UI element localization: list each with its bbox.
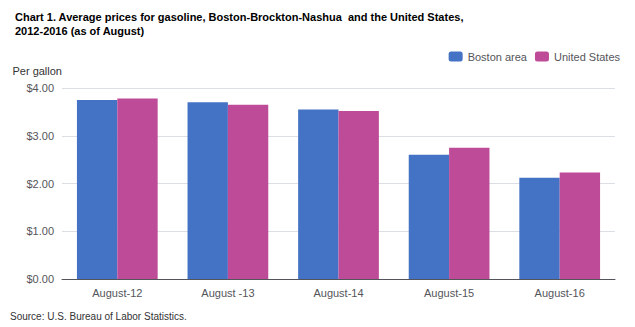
svg-text:United States: United States: [554, 51, 621, 63]
svg-text:$0.00: $0.00: [26, 273, 54, 285]
svg-text:$3.00: $3.00: [26, 130, 54, 142]
svg-text:Source: U.S. Bureau of Labor S: Source: U.S. Bureau of Labor Statistics.: [10, 311, 187, 322]
svg-text:August-16: August-16: [535, 287, 585, 299]
svg-text:Chart 1. Average prices for ga: Chart 1. Average prices for gasoline, Bo…: [15, 11, 463, 23]
svg-text:$4.00: $4.00: [26, 82, 54, 94]
svg-text:Boston area: Boston area: [468, 51, 528, 63]
svg-text:Per gallon: Per gallon: [12, 65, 62, 77]
svg-text:2012-2016 (as of August): 2012-2016 (as of August): [15, 25, 145, 37]
svg-text:$2.00: $2.00: [26, 178, 54, 190]
svg-text:August-12: August-12: [92, 287, 142, 299]
svg-text:August -13: August -13: [201, 287, 254, 299]
svg-text:August-14: August-14: [313, 287, 363, 299]
svg-text:August-15: August-15: [424, 287, 474, 299]
svg-text:$1.00: $1.00: [26, 225, 54, 237]
